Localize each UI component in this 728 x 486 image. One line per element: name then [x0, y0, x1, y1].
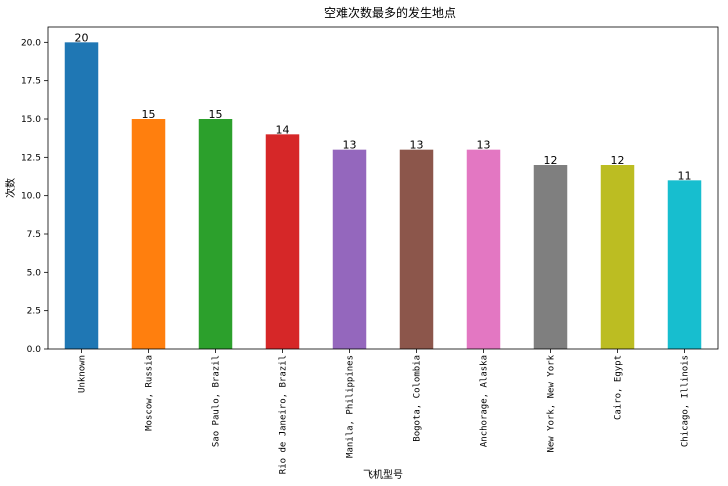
bar	[466, 149, 501, 349]
bar	[399, 149, 434, 349]
x-tick-label: Unknown	[78, 355, 88, 393]
data-label: 13	[410, 139, 424, 152]
bar	[64, 42, 99, 349]
bar	[332, 149, 367, 349]
y-tick-label: 2.5	[27, 307, 41, 317]
plot-frame	[47, 26, 719, 350]
chart-title: 空难次数最多的发生地点	[324, 5, 456, 20]
x-axis: Unknown Moscow, Russia Sao Paulo, Brazil Ri…	[78, 349, 691, 474]
x-tick-label: Anchorage, Alaska	[480, 355, 490, 447]
data-label: 15	[142, 108, 156, 121]
bar	[533, 165, 568, 349]
bar	[265, 134, 300, 349]
y-tick-label: 7.5	[27, 230, 41, 240]
y-tick-label: 12.5	[21, 153, 41, 163]
x-tick-label: New York, New York	[547, 354, 557, 452]
data-label: 20	[75, 31, 89, 44]
data-label: 12	[544, 154, 558, 167]
bars-group	[64, 42, 702, 349]
bar	[131, 119, 166, 349]
x-tick-label: Bogota, Colombia	[413, 355, 423, 442]
y-tick-label: 20.0	[21, 38, 41, 48]
x-tick-label: Chicago, Illinois	[681, 355, 691, 447]
y-tick-label: 0.0	[27, 345, 42, 355]
x-tick-label: Rio de Janeiro, Brazil	[279, 355, 289, 474]
bar	[667, 180, 702, 349]
y-tick-label: 15.0	[21, 115, 41, 125]
data-label: 11	[678, 169, 692, 182]
x-axis-label: 飞机型号	[363, 468, 403, 481]
x-tick-label: Cairo, Egypt	[614, 355, 624, 420]
data-label: 13	[477, 139, 491, 152]
y-tick-label: 17.5	[21, 77, 41, 87]
x-tick-label: Manila, Philippines	[346, 355, 356, 458]
data-label: 12	[611, 154, 625, 167]
y-tick-label: 10.0	[21, 192, 41, 202]
bar	[198, 119, 233, 349]
x-tick-label: Sao Paulo, Brazil	[212, 355, 222, 447]
data-label: 13	[343, 139, 357, 152]
y-axis-label: 次数	[4, 178, 17, 198]
data-label: 15	[209, 108, 223, 121]
data-label: 14	[276, 123, 290, 136]
bar	[600, 165, 635, 349]
data-labels-group: 20 15 15 14 13 13 13 12 12 11	[75, 31, 692, 182]
y-axis: 0.0 2.5 5.0 7.5 10.0 12.5 15.0 17.5 20.0	[21, 38, 48, 355]
y-tick-label: 5.0	[27, 268, 42, 278]
x-tick-label: Moscow, Russia	[145, 355, 155, 431]
